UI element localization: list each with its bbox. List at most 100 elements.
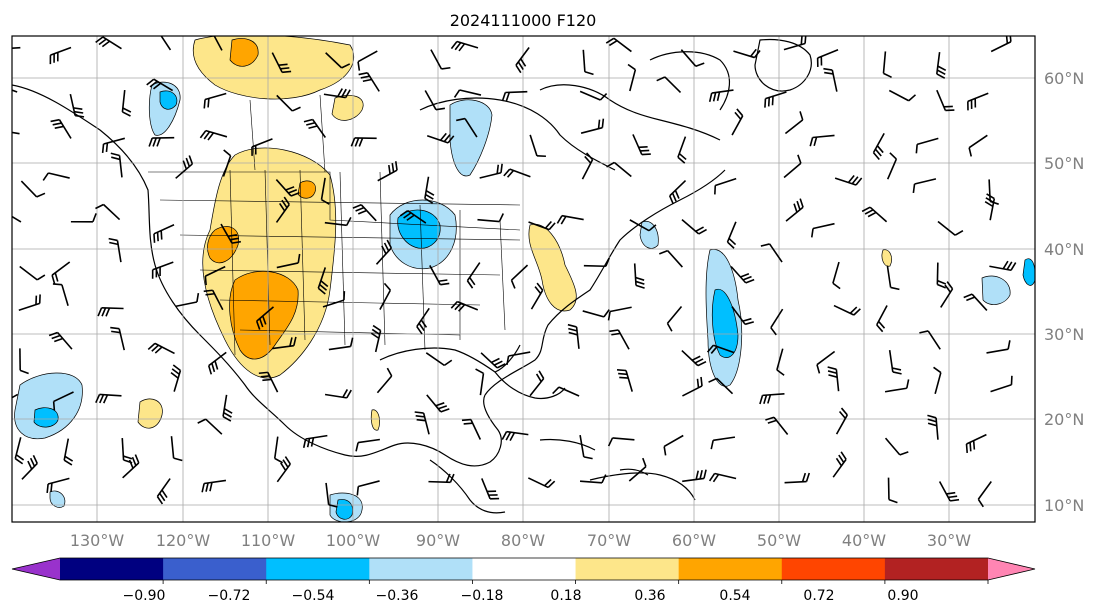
wind-barb: [95, 203, 121, 221]
wind-barb: [325, 52, 351, 69]
wind-barb: [629, 219, 657, 232]
wind-barb: [271, 52, 292, 74]
wind-barb: [783, 154, 802, 179]
wind-barb: [501, 430, 529, 442]
wind-barb: [42, 172, 70, 181]
wind-barb: [355, 438, 380, 452]
wind-barb: [710, 436, 736, 450]
wind-barb: [784, 111, 804, 135]
wind-barb: [399, 209, 427, 224]
wind-barb: [453, 89, 482, 98]
wind-barb: [275, 178, 300, 197]
colorbar-tick-label: −0.36: [376, 588, 419, 604]
wind-barb: [708, 377, 734, 395]
wind-barb: [628, 457, 647, 482]
wind-barb: [937, 220, 964, 236]
wind-barb: [197, 418, 223, 435]
wind-barb: [147, 342, 175, 355]
wind-barb: [882, 51, 892, 79]
wind-barb: [324, 217, 352, 227]
wind-barb: [273, 436, 284, 464]
wind-barb: [876, 305, 888, 333]
wind-barb: [515, 47, 530, 74]
lon-label: 40°W: [842, 531, 886, 550]
wind-barb: [121, 89, 132, 117]
wind-barb: [668, 179, 687, 205]
wind-barb: [785, 198, 804, 222]
wind-barb: [175, 292, 200, 308]
colorbar-segment: [884, 558, 989, 580]
colorbar-segment: [60, 558, 164, 580]
map-content: [12, 36, 1035, 522]
wind-barb: [456, 117, 478, 138]
wind-barb: [607, 306, 632, 321]
lon-label: 110°W: [241, 531, 296, 550]
negative-anomaly-region: [711, 288, 739, 358]
wind-barb: [426, 132, 455, 144]
wind-barb: [888, 89, 917, 102]
wind-barb: [579, 90, 608, 101]
negative-anomaly-region: [159, 90, 178, 110]
lon-label: 60°W: [672, 531, 716, 550]
wind-barb: [581, 152, 594, 180]
wind-barb: [927, 414, 939, 440]
wind-barb: [708, 472, 737, 483]
colorbar-tick-label: −0.54: [292, 588, 335, 604]
wind-barb: [963, 293, 988, 311]
wind-barb: [529, 370, 545, 397]
wind-barb: [731, 108, 744, 136]
wind-barb: [527, 477, 556, 489]
wind-barb: [666, 305, 683, 332]
wind-barb: [370, 324, 382, 353]
negative-anomaly-region: [49, 490, 66, 508]
wind-barb: [726, 221, 737, 249]
wind-barb: [933, 366, 942, 395]
wind-barb: [528, 220, 556, 231]
wind-barb: [258, 371, 279, 393]
wind-barb: [510, 264, 529, 289]
positive-anomaly-region: [881, 249, 892, 267]
map-title: 2024111000 F120: [450, 11, 597, 30]
wind-barb: [324, 389, 352, 399]
wind-barb: [681, 349, 707, 367]
wind-barb: [424, 176, 435, 204]
lon-label: 50°W: [757, 531, 801, 550]
wind-barb: [714, 177, 737, 195]
wind-barb: [201, 479, 227, 493]
wind-barb: [872, 132, 885, 160]
wind-barb: [322, 291, 346, 308]
colorbar-segment: [163, 558, 267, 580]
wind-barb: [730, 265, 755, 284]
wind-barb: [275, 196, 290, 223]
wind-barb: [861, 206, 888, 223]
wind-barb: [888, 350, 902, 375]
wind-barb: [146, 78, 174, 92]
wind-barb: [706, 344, 735, 354]
wind-barb: [204, 36, 223, 51]
wind-barb: [809, 134, 835, 147]
colorbar-tick-label: 0.72: [803, 588, 834, 604]
lat-label: 50°N: [1044, 154, 1084, 173]
wind-barb: [203, 92, 227, 109]
lat-label: 10°N: [1044, 496, 1084, 515]
wind-barb: [317, 267, 329, 295]
map-frame-bg: [12, 36, 1035, 522]
wind-barb: [986, 340, 1011, 354]
wind-barb: [552, 386, 580, 397]
wind-barb: [583, 257, 610, 268]
wind-barb: [50, 118, 72, 139]
wind-barb: [481, 478, 500, 500]
wind-barb: [733, 48, 761, 59]
wind-barb: [450, 40, 479, 52]
wind-barb: [990, 375, 1013, 393]
wind-barb: [884, 379, 910, 393]
wind-barb: [475, 368, 485, 396]
wind-barb: [356, 480, 380, 496]
map-frame: [11, 35, 1036, 523]
lat-label: 20°N: [1044, 410, 1084, 429]
lon-label: 120°W: [156, 531, 211, 550]
wind-barb: [461, 418, 482, 440]
wind-barb: [19, 348, 29, 375]
wind-barb: [632, 134, 651, 156]
wind-barb: [616, 369, 633, 392]
